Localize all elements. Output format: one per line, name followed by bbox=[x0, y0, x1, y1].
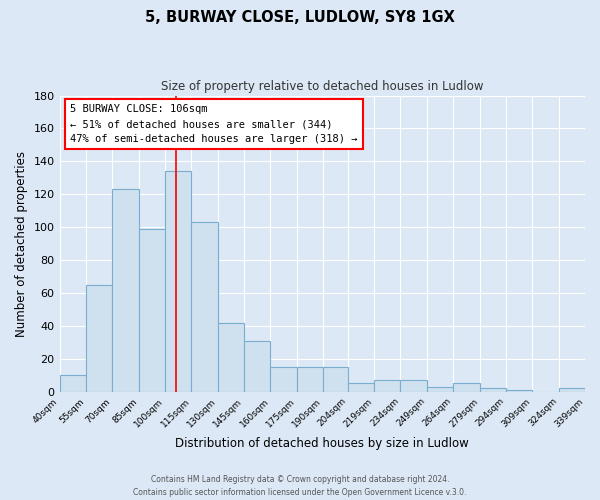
Bar bbox=[297, 367, 323, 392]
Bar bbox=[218, 322, 244, 392]
Bar bbox=[323, 367, 348, 392]
Bar bbox=[374, 380, 400, 392]
Bar bbox=[559, 388, 585, 392]
Text: 5 BURWAY CLOSE: 106sqm
← 51% of detached houses are smaller (344)
47% of semi-de: 5 BURWAY CLOSE: 106sqm ← 51% of detached… bbox=[70, 104, 358, 144]
Text: 5, BURWAY CLOSE, LUDLOW, SY8 1GX: 5, BURWAY CLOSE, LUDLOW, SY8 1GX bbox=[145, 10, 455, 25]
Bar bbox=[59, 376, 86, 392]
Bar bbox=[427, 387, 453, 392]
Bar bbox=[479, 388, 506, 392]
Bar bbox=[191, 222, 218, 392]
Bar bbox=[86, 285, 112, 392]
Bar bbox=[506, 390, 532, 392]
Bar bbox=[400, 380, 427, 392]
X-axis label: Distribution of detached houses by size in Ludlow: Distribution of detached houses by size … bbox=[175, 437, 469, 450]
Bar bbox=[165, 171, 191, 392]
Bar bbox=[271, 367, 297, 392]
Y-axis label: Number of detached properties: Number of detached properties bbox=[15, 150, 28, 336]
Title: Size of property relative to detached houses in Ludlow: Size of property relative to detached ho… bbox=[161, 80, 484, 93]
Text: Contains HM Land Registry data © Crown copyright and database right 2024.
Contai: Contains HM Land Registry data © Crown c… bbox=[133, 476, 467, 497]
Bar bbox=[348, 384, 374, 392]
Bar bbox=[244, 340, 271, 392]
Bar bbox=[112, 190, 139, 392]
Bar bbox=[453, 384, 479, 392]
Bar bbox=[139, 229, 165, 392]
